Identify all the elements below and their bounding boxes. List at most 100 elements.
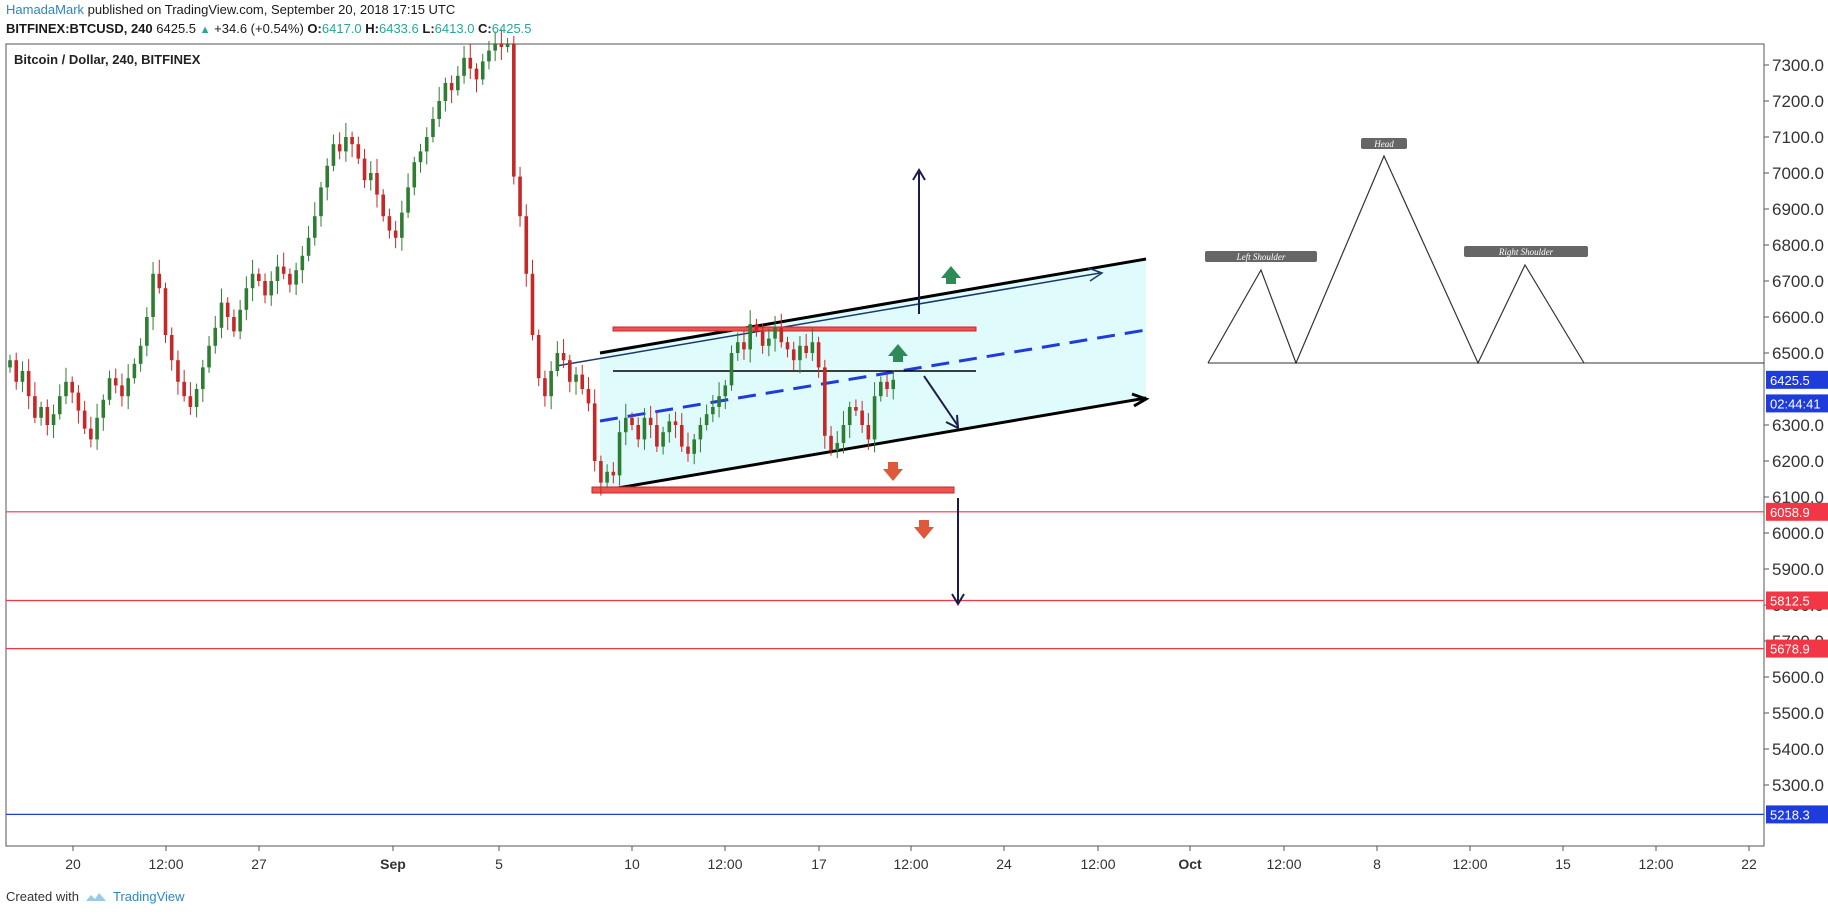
candle-body <box>176 360 180 382</box>
right-shoulder-tag <box>1464 246 1588 257</box>
candle-body <box>835 443 840 451</box>
price-label-box <box>1766 370 1828 389</box>
candle-body <box>773 327 777 339</box>
x-tick-label: 15 <box>1555 856 1571 872</box>
candle-body <box>530 273 535 335</box>
trend-arrow-line <box>555 272 1101 367</box>
candlesticks <box>8 29 896 496</box>
candle-body <box>754 324 759 332</box>
up-triangle-icon: ▲ <box>199 24 211 36</box>
candle-body <box>735 342 740 353</box>
close-value: 6425.5 <box>491 21 532 36</box>
down-arrow-icon <box>883 462 903 481</box>
candle-body <box>518 176 522 217</box>
candle-body <box>250 273 255 289</box>
hs-outline <box>1207 154 1585 365</box>
candle-body <box>655 425 659 447</box>
candle-body <box>368 173 373 181</box>
resistance-zone <box>612 326 977 332</box>
left-shoulder-label: Left Shoulder <box>1236 252 1286 262</box>
candle-body <box>667 421 672 433</box>
candle-body <box>679 425 684 447</box>
candle-body <box>188 396 193 407</box>
x-tick-label: 27 <box>251 856 267 872</box>
x-tick-label: 20 <box>65 856 81 872</box>
candle-body <box>723 385 728 397</box>
candle-body <box>182 381 186 397</box>
candle-body <box>157 273 162 289</box>
price-label-box <box>1766 591 1828 610</box>
x-tick-label: 12:00 <box>148 856 183 872</box>
tradingview-link[interactable]: TradingView <box>112 889 185 904</box>
close-label: C: <box>478 21 492 36</box>
candle-body <box>586 389 591 404</box>
price-label: 6425.5 <box>1770 373 1810 388</box>
x-tick-label: 12:00 <box>893 856 928 872</box>
candle-body <box>568 360 572 382</box>
candle-body <box>294 270 298 285</box>
candle-body <box>8 360 12 368</box>
y-tick-label: 6800.0 <box>1772 236 1824 255</box>
candle-body <box>623 417 628 433</box>
candle-body <box>257 273 261 281</box>
candle-body <box>561 353 566 361</box>
candle-body <box>879 381 883 397</box>
left-shoulder-tag <box>1205 251 1317 262</box>
candle-body <box>337 144 342 152</box>
target-arrows <box>883 168 965 606</box>
candle-body <box>456 75 460 91</box>
symbol-label: BITFINEX:BTCUSD, 240 <box>6 21 153 36</box>
up-arrow-icon <box>941 266 961 284</box>
y-tick-label: 7000.0 <box>1772 164 1824 183</box>
candle-body <box>798 345 802 361</box>
channel-fill <box>600 259 1146 490</box>
x-tick-label: 5 <box>495 856 503 872</box>
support-zone <box>591 486 955 494</box>
candle-body <box>437 101 441 119</box>
x-tick-label: 10 <box>624 856 640 872</box>
ascending-channel <box>555 257 1150 493</box>
head-and-shoulders-pattern: Left Shoulder Head Right Shoulder <box>1205 138 1764 365</box>
candle-body <box>493 43 497 51</box>
candle-body <box>325 165 330 188</box>
y-tick-label: 6100.0 <box>1772 488 1824 507</box>
candle-body <box>14 360 19 382</box>
candle-body <box>823 367 827 436</box>
candle-body <box>841 425 846 443</box>
trend-arrow-head <box>1087 267 1104 282</box>
low-label: L: <box>422 21 435 36</box>
candle-body <box>648 417 653 425</box>
candle-body <box>269 281 274 296</box>
candle-body <box>443 83 448 101</box>
candle-body <box>393 230 398 238</box>
head-label: Head <box>1373 139 1394 149</box>
candle-body <box>169 335 174 361</box>
candle-body <box>512 43 516 177</box>
price-label-box <box>1766 502 1828 521</box>
candle-body <box>344 137 348 152</box>
open-value: 6417.0 <box>321 21 362 36</box>
candle-body <box>95 417 99 440</box>
price-label: 5812.5 <box>1770 594 1810 609</box>
footer: Created with TradingView <box>6 889 185 904</box>
channel-midline <box>599 328 1147 423</box>
price-label: 6058.9 <box>1770 505 1810 520</box>
candle-body <box>39 407 43 418</box>
candle-body <box>810 342 815 353</box>
candle-body <box>555 353 560 371</box>
x-tick-label: 12:00 <box>707 856 742 872</box>
ohlc-bar: BITFINEX:BTCUSD, 240 6425.5 ▲ +34.6 (+0.… <box>6 21 532 38</box>
author-link[interactable]: HamadaMark <box>6 2 85 17</box>
candle-body <box>281 266 286 274</box>
candle-body <box>381 194 385 217</box>
candle-body <box>113 378 118 386</box>
candle-body <box>20 371 25 382</box>
candle-body <box>636 425 641 440</box>
candle-body <box>891 379 896 389</box>
candle-body <box>412 162 417 188</box>
candle-body <box>605 471 609 483</box>
y-tick-label: 6900.0 <box>1772 200 1824 219</box>
candle-body <box>45 407 50 425</box>
last-price: 6425.5 <box>156 21 197 36</box>
